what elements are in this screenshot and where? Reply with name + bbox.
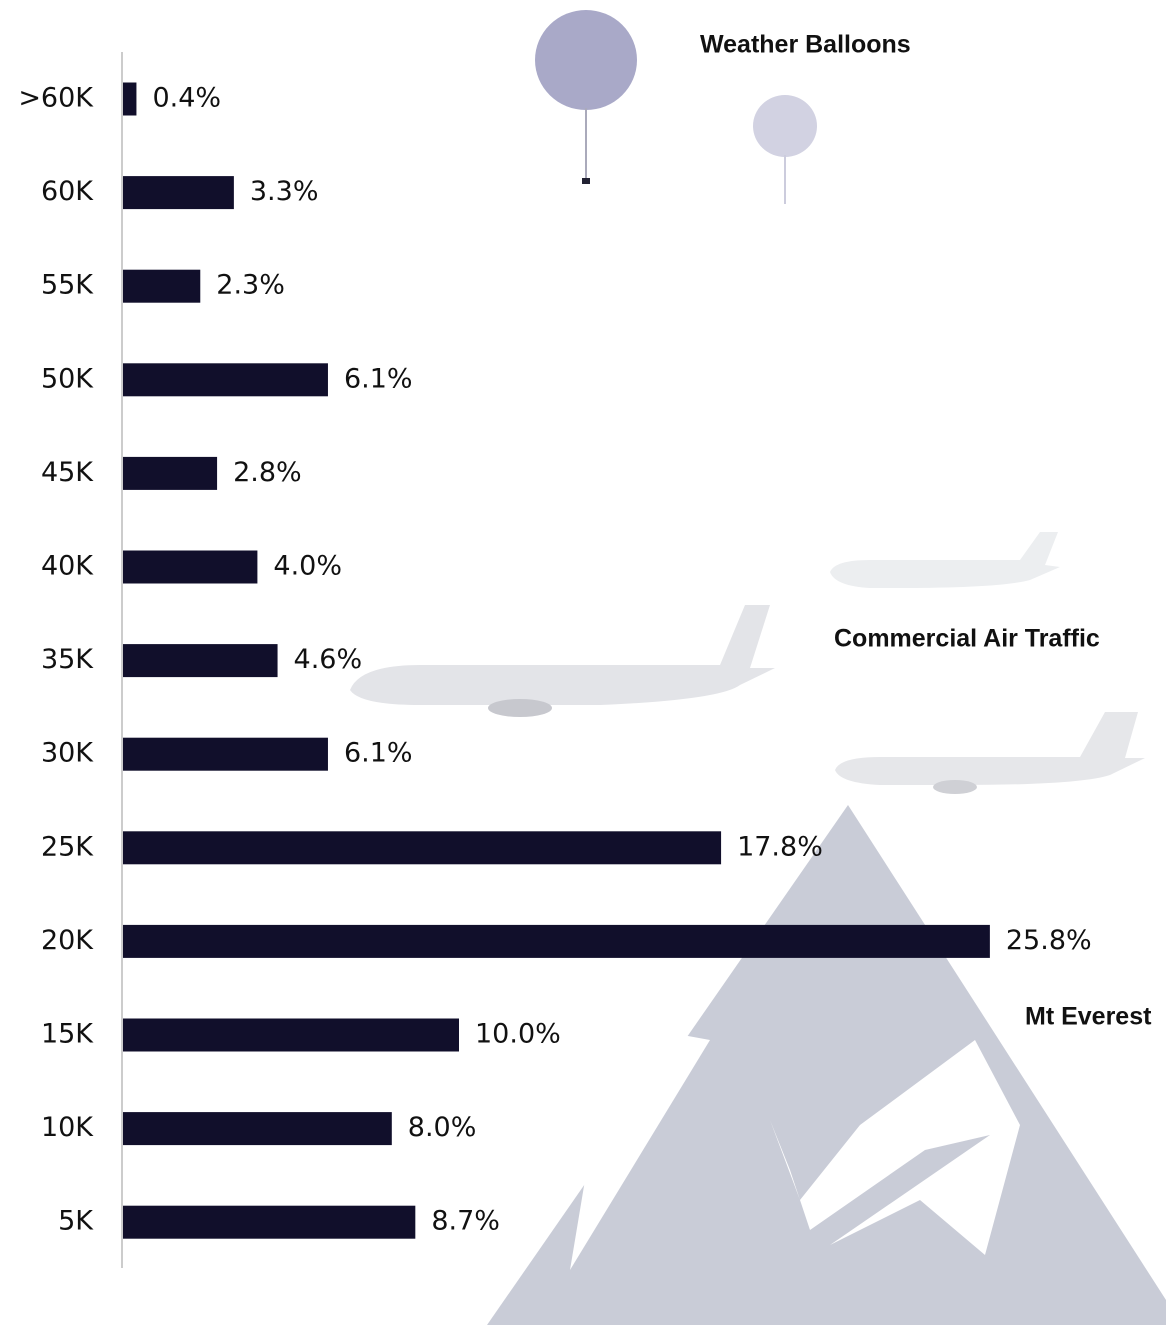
- y-tick-label: 60K: [41, 176, 94, 207]
- y-tick-label: 40K: [41, 551, 94, 582]
- annotation: Commercial Air Traffic: [834, 625, 1100, 653]
- bar: [123, 82, 137, 116]
- bar: [123, 1018, 459, 1052]
- value-label: 3.3%: [250, 176, 319, 207]
- value-label: 4.0%: [273, 551, 342, 582]
- bar: [123, 550, 258, 584]
- plane-medium: [835, 712, 1145, 794]
- value-label: 6.1%: [344, 363, 413, 394]
- bar: [123, 737, 328, 771]
- y-tick-label: 35K: [41, 644, 94, 675]
- mountain: [487, 805, 1166, 1325]
- value-label: 8.0%: [408, 1112, 477, 1143]
- annotation: Weather Balloons: [700, 31, 911, 59]
- y-tick-label: 45K: [41, 457, 94, 488]
- value-label: 10.0%: [475, 1019, 561, 1050]
- y-tick-label: 5K: [58, 1206, 94, 1237]
- plane-large: [350, 605, 775, 717]
- value-label: 17.8%: [737, 831, 823, 862]
- bar: [123, 924, 990, 958]
- y-tick-label: 10K: [41, 1112, 94, 1143]
- y-tick-label: 55K: [41, 270, 94, 301]
- value-label: 2.8%: [233, 457, 302, 488]
- bar: [123, 1205, 416, 1239]
- bar: [123, 269, 201, 303]
- y-tick-label: >60K: [18, 83, 94, 114]
- value-label: 6.1%: [344, 738, 413, 769]
- y-tick-label: 15K: [41, 1019, 94, 1050]
- balloon-small: [753, 95, 817, 204]
- value-label: 4.6%: [294, 644, 363, 675]
- bar: [123, 644, 278, 678]
- value-label: 0.4%: [152, 83, 221, 114]
- bar: [123, 831, 722, 865]
- value-label: 2.3%: [216, 270, 285, 301]
- bar: [123, 363, 328, 397]
- value-label: 25.8%: [1006, 925, 1092, 956]
- y-tick-label: 50K: [41, 363, 94, 394]
- y-tick-label: 25K: [41, 831, 94, 862]
- balloon-large: [535, 10, 637, 184]
- y-tick-label: 30K: [41, 738, 94, 769]
- bar: [123, 176, 234, 210]
- annotation: Mt Everest: [1025, 1003, 1152, 1031]
- plane-small: [830, 532, 1060, 588]
- bar: [123, 1112, 392, 1146]
- value-label: 8.7%: [431, 1206, 500, 1237]
- y-tick-label: 20K: [41, 925, 94, 956]
- bar: [123, 456, 218, 490]
